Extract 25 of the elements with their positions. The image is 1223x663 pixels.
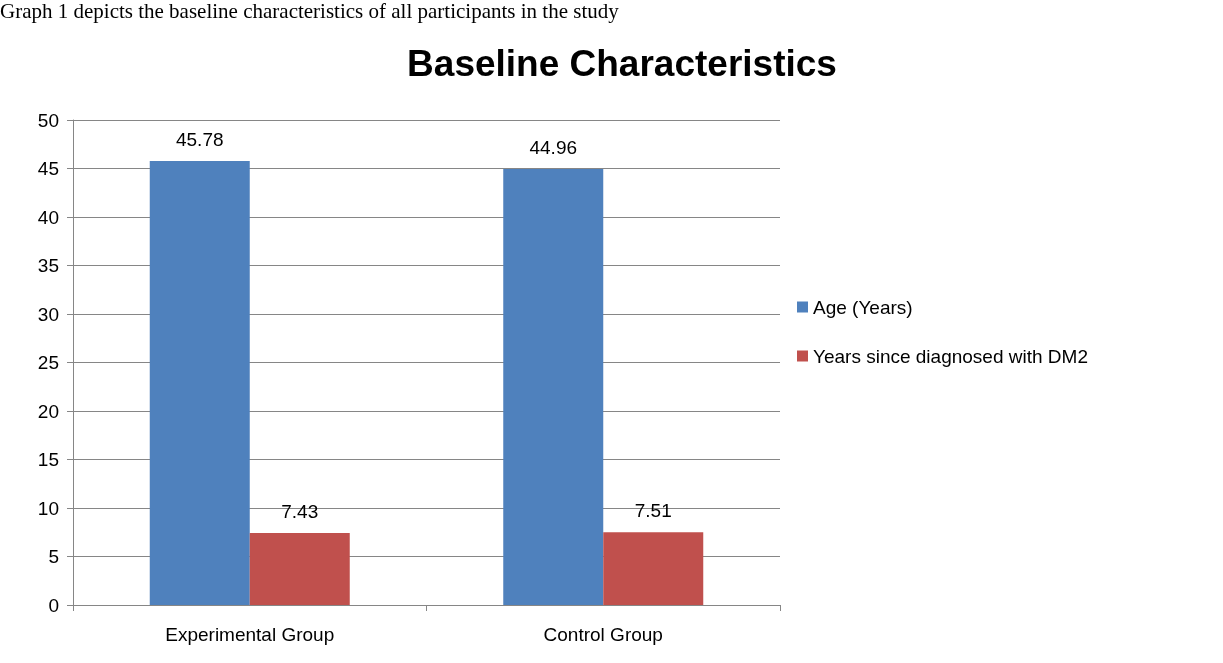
bar bbox=[249, 532, 350, 605]
caption: Graph 1 depicts the baseline characteristics of all participants in the study bbox=[0, 0, 620, 23]
y-tick-label: 25 bbox=[37, 352, 59, 373]
y-tick-label: 35 bbox=[37, 255, 59, 276]
y-tick-label: 0 bbox=[48, 594, 59, 616]
y-tick-label: 10 bbox=[37, 497, 59, 519]
y-tick-label: 20 bbox=[37, 400, 59, 422]
legend-label: Age (Years) bbox=[813, 296, 913, 318]
data-label: 44.96 bbox=[529, 136, 578, 158]
x-tick-label: Control Group bbox=[543, 624, 663, 645]
legend-label: Years since diagnosed with DM2 bbox=[813, 345, 1088, 367]
data-label: 7.51 bbox=[634, 500, 672, 522]
y-tick-label: 50 bbox=[37, 109, 59, 131]
data-label: 45.78 bbox=[175, 128, 224, 150]
chart-title: Baseline Characteristics bbox=[407, 43, 837, 84]
y-tick-label: 5 bbox=[48, 546, 59, 567]
bar bbox=[603, 532, 704, 605]
bar bbox=[503, 168, 604, 605]
y-tick-label: 45 bbox=[37, 158, 59, 179]
x-tick-label: Experimental Group bbox=[165, 624, 335, 645]
y-tick-label: 30 bbox=[37, 303, 59, 325]
y-tick-label: 40 bbox=[37, 206, 59, 228]
y-tick-label: 15 bbox=[37, 449, 59, 470]
bar bbox=[149, 160, 250, 605]
data-label: 7.43 bbox=[281, 500, 319, 522]
